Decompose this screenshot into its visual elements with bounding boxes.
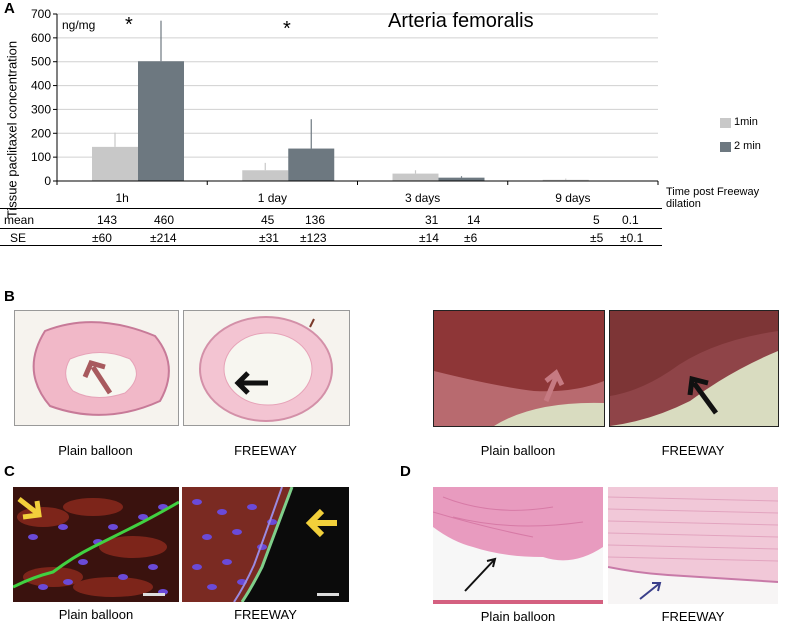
y-tick-label: 600 — [31, 31, 51, 45]
table-cell: ±214 — [150, 231, 177, 245]
table-cell: 31 — [425, 213, 439, 227]
caption-c-freeway: FREEWAY — [234, 607, 297, 622]
table-cell: ±5 — [590, 231, 604, 245]
caption-d-freeway: FREEWAY — [661, 609, 725, 624]
table-cell: 143 — [97, 213, 118, 227]
caption-b-freeway: FREEWAY — [234, 443, 297, 458]
caption-d-plain-balloon: Plain balloon — [480, 609, 556, 624]
bar — [542, 179, 589, 181]
table-cell: ±0.1 — [620, 231, 644, 245]
y-tick-label: 500 — [31, 55, 51, 69]
legend-swatch-2min — [720, 142, 731, 152]
legend-swatch-1min — [720, 118, 731, 128]
histology-image-plain-cross-section — [14, 310, 179, 426]
caption-b-plain-balloon-zoom: Plain balloon — [480, 443, 556, 458]
table-row-label-mean: mean — [4, 213, 35, 227]
caption-b-plain-balloon: Plain balloon — [58, 443, 133, 458]
table-rule-top — [0, 208, 662, 209]
arrow-black-icon — [464, 557, 497, 592]
histology-image-freeway-he — [608, 487, 778, 604]
y-tick-label: 200 — [31, 126, 51, 140]
arrow-blue-icon — [639, 582, 662, 600]
y-tick-label: 100 — [31, 150, 51, 164]
table-rule-mid — [0, 228, 662, 229]
bar-chart: 0 100 200 300 400 500 600 700 1h 1 day 3 days 9 day… — [31, 7, 659, 205]
y-tick-label: 0 — [44, 174, 51, 188]
histology-image-plain-he — [433, 487, 603, 604]
panel-label-d: D — [400, 463, 411, 480]
legend-label-2min: 2 min — [734, 140, 761, 152]
table-cell: ±31 — [259, 231, 279, 245]
x-tick-label: 1 day — [258, 191, 287, 205]
y-tick-label: 700 — [31, 7, 51, 21]
table-cell: ±60 — [92, 231, 112, 245]
panel-label-b: B — [4, 288, 15, 305]
table-cell: 45 — [261, 213, 275, 227]
arrow-black-icon — [687, 375, 719, 415]
bar — [392, 173, 439, 181]
arrow-yellow-icon — [17, 497, 42, 520]
y-tick-label: 300 — [31, 102, 51, 116]
y-tick-label: 400 — [31, 79, 51, 93]
y-axis-title-wrap: Tissue paclitaxel concentration — [2, 22, 22, 242]
table-cell: ±14 — [419, 231, 439, 245]
histology-image-plain-zoom — [433, 310, 605, 427]
bar — [92, 146, 138, 181]
fluorescence-image-plain — [13, 487, 179, 602]
legend-label-1min: 1min — [734, 116, 758, 128]
arrow-black-icon — [234, 371, 268, 395]
arrow-red-icon — [543, 369, 565, 402]
table-cell: 0.1 — [622, 213, 639, 227]
table-row-label-se: SE — [10, 231, 27, 245]
significance-star-2: * — [283, 18, 291, 40]
x-tick-label: 3 days — [405, 191, 440, 205]
arrow-red-icon — [82, 359, 113, 395]
chart-axes: 0 100 200 300 400 500 600 700 1h 1 day 3 days 9 day… — [31, 7, 659, 205]
chart-title: Arteria femoralis — [388, 10, 534, 32]
table-cell: 5 — [593, 213, 600, 227]
panel-label-c: C — [4, 463, 15, 480]
caption-c-plain-balloon: Plain balloon — [58, 607, 134, 622]
table-cell: ±6 — [464, 231, 478, 245]
chart-bars — [92, 20, 635, 181]
x-tick-label: 9 days — [555, 191, 590, 205]
histology-image-freeway-cross-section — [183, 310, 350, 426]
unit-label: ng/mg — [62, 18, 96, 32]
arrow-yellow-icon — [305, 508, 337, 538]
bar — [242, 170, 289, 181]
bar — [138, 61, 184, 181]
panel-label-a: A — [4, 0, 15, 17]
y-axis-title: Tissue paclitaxel concentration — [4, 40, 20, 219]
table-cell: 14 — [467, 213, 481, 227]
table-cell: 460 — [154, 213, 175, 227]
x-axis-title: Time post Freeway dilation — [666, 186, 760, 210]
histology-image-freeway-zoom — [609, 310, 779, 427]
table-cell: 136 — [305, 213, 326, 227]
fluorescence-image-freeway — [182, 487, 349, 602]
caption-b-freeway-zoom: FREEWAY — [661, 443, 725, 458]
bar — [288, 148, 335, 181]
significance-star-1: * — [125, 14, 133, 36]
bar — [438, 177, 485, 181]
table-cell: ±123 — [300, 231, 327, 245]
x-tick-label: 1h — [115, 191, 128, 205]
table-rule-bottom — [0, 245, 662, 246]
